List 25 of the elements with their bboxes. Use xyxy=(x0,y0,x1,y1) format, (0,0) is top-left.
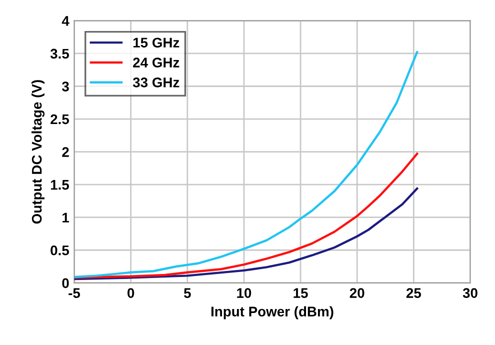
x-tick-label: 10 xyxy=(237,288,252,298)
legend-label: 33 GHz xyxy=(132,78,180,88)
y-tick-label: 4 xyxy=(62,16,70,26)
x-tick-label: 30 xyxy=(462,288,478,298)
y-tick-label: 1.5 xyxy=(50,180,70,190)
x-tick-label: 0 xyxy=(128,288,134,298)
x-tick-label: 5 xyxy=(184,288,191,298)
y-tick-label: 2.5 xyxy=(50,114,70,124)
x-tick-label: 20 xyxy=(350,288,364,298)
x-tick-label: 25 xyxy=(406,288,422,298)
legend-label: 15 GHz xyxy=(133,38,180,48)
line-series xyxy=(74,187,418,280)
x-tick-label: 15 xyxy=(294,288,308,298)
line-series xyxy=(74,51,418,278)
y-tick-label: 0.5 xyxy=(50,245,70,256)
legend-label: 24 GHz xyxy=(133,58,180,68)
y-tick-label: 3 xyxy=(62,82,69,92)
y-tick-label: 3.5 xyxy=(50,48,70,59)
y-axis-title: Output DC Voltage (V) xyxy=(32,80,45,224)
line-series xyxy=(74,152,418,279)
y-tick-label: 0 xyxy=(62,278,69,288)
x-axis-title: Input Power (dBm) xyxy=(211,306,334,320)
y-tick-label: 1 xyxy=(62,212,70,222)
y-tick-label: 2 xyxy=(62,147,69,157)
x-tick-label: -5 xyxy=(68,288,80,298)
